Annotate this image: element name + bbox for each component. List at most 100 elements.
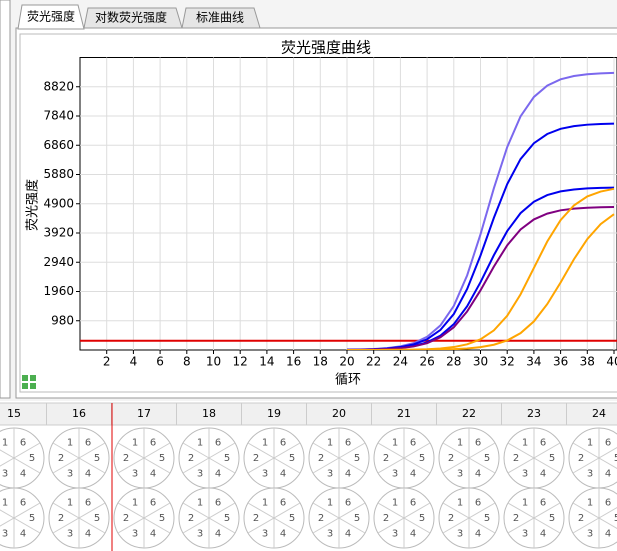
well-spoke — [52, 442, 106, 474]
segment-label: 6 — [215, 497, 221, 508]
x-tick-label: 32 — [500, 355, 515, 369]
segment-label: 2 — [123, 453, 129, 464]
y-tick-label: 8820 — [43, 79, 74, 93]
segment-label: 5 — [159, 453, 165, 464]
segment-label: 1 — [262, 497, 268, 508]
segment-label: 1 — [197, 437, 203, 448]
segment-label: 1 — [522, 497, 528, 508]
segment-label: 4 — [475, 469, 481, 480]
segment-label: 6 — [20, 497, 26, 508]
segment-label: 5 — [419, 453, 425, 464]
segment-label: 3 — [67, 469, 73, 480]
series-line — [347, 213, 615, 350]
segment-label: 6 — [540, 437, 546, 448]
y-tick-label: 2940 — [43, 255, 74, 269]
y-tick-label: 1960 — [43, 284, 74, 298]
segment-label: 4 — [150, 529, 156, 540]
plot: 2468101214161820222426283032343638409801… — [43, 57, 617, 369]
x-tick-label: 12 — [233, 355, 248, 369]
segment-label: 3 — [587, 529, 593, 540]
x-tick-label: 2 — [103, 355, 111, 369]
well-spoke — [182, 502, 236, 534]
segment-label: 1 — [457, 437, 463, 448]
segment-label: 2 — [383, 513, 389, 524]
segment-label: 5 — [354, 513, 360, 524]
segment-label: 2 — [318, 513, 324, 524]
well-spoke — [507, 442, 561, 474]
left-panel — [0, 0, 11, 399]
segment-label: 6 — [150, 437, 156, 448]
segment-label: 5 — [484, 513, 490, 524]
segment-label: 2 — [318, 453, 324, 464]
column-label: 21 — [397, 407, 411, 420]
well-spoke — [507, 502, 561, 534]
segment-label: 3 — [197, 529, 203, 540]
segment-label: 1 — [392, 437, 398, 448]
segment-label: 6 — [605, 437, 611, 448]
column-label: 24 — [592, 407, 606, 420]
segment-label: 5 — [419, 513, 425, 524]
segment-label: 3 — [457, 469, 463, 480]
well-spoke — [377, 502, 431, 534]
segment-label: 3 — [67, 529, 73, 540]
x-tick-label: 6 — [156, 355, 164, 369]
segment-label: 6 — [410, 437, 416, 448]
x-tick-label: 14 — [259, 355, 274, 369]
segment-label: 1 — [327, 497, 333, 508]
segment-label: 3 — [457, 529, 463, 540]
column-label: 15 — [7, 407, 21, 420]
tab-label: 荧光强度 — [27, 9, 75, 24]
tab-active[interactable] — [17, 4, 85, 30]
x-tick-label: 10 — [206, 355, 221, 369]
segment-label: 2 — [188, 453, 194, 464]
segment-label: 4 — [605, 469, 611, 480]
well-spoke — [442, 502, 496, 534]
segment-label: 6 — [85, 437, 91, 448]
segment-label: 2 — [123, 513, 129, 524]
segment-label: 2 — [58, 453, 64, 464]
segment-label: 1 — [587, 497, 593, 508]
column-label: 18 — [202, 407, 216, 420]
segment-label: 1 — [2, 437, 8, 448]
y-tick-label: 3920 — [43, 226, 74, 240]
well-spoke — [52, 502, 106, 534]
segment-label: 6 — [20, 437, 26, 448]
segment-label: 1 — [2, 497, 8, 508]
wells: 1516543216543216165432165432171654321654… — [0, 402, 617, 551]
segment-label: 4 — [85, 529, 91, 540]
segment-label: 3 — [197, 469, 203, 480]
segment-label: 6 — [345, 497, 351, 508]
expand-icon[interactable] — [22, 375, 36, 389]
chart-title: 荧光强度曲线 — [281, 39, 371, 57]
segment-label: 3 — [522, 469, 528, 480]
segment-label: 4 — [410, 469, 416, 480]
x-tick-label: 26 — [419, 355, 434, 369]
tab-label: 标准曲线 — [196, 11, 244, 25]
segment-label: 3 — [2, 469, 8, 480]
tab[interactable] — [181, 7, 261, 29]
segment-label: 2 — [448, 453, 454, 464]
x-tick-label: 16 — [286, 355, 301, 369]
icon-part — [22, 383, 28, 389]
segment-label: 2 — [578, 453, 584, 464]
segment-label: 1 — [67, 437, 73, 448]
segment-label: 4 — [345, 529, 351, 540]
segment-label: 1 — [457, 497, 463, 508]
x-tick-label: 4 — [130, 355, 138, 369]
well-spoke — [117, 502, 171, 534]
x-tick-label: 24 — [393, 355, 408, 369]
segment-label: 1 — [132, 437, 138, 448]
tab[interactable] — [83, 7, 183, 29]
segment-label: 4 — [215, 469, 221, 480]
segment-label: 3 — [392, 529, 398, 540]
segment-label: 3 — [392, 469, 398, 480]
segment-label: 3 — [262, 469, 268, 480]
segment-label: 2 — [253, 513, 259, 524]
segment-label: 1 — [587, 437, 593, 448]
segment-label: 4 — [475, 529, 481, 540]
y-tick-label: 5880 — [43, 167, 74, 181]
y-tick-label: 980 — [51, 313, 74, 327]
segment-label: 3 — [262, 529, 268, 540]
y-tick-label: 4900 — [43, 196, 74, 210]
